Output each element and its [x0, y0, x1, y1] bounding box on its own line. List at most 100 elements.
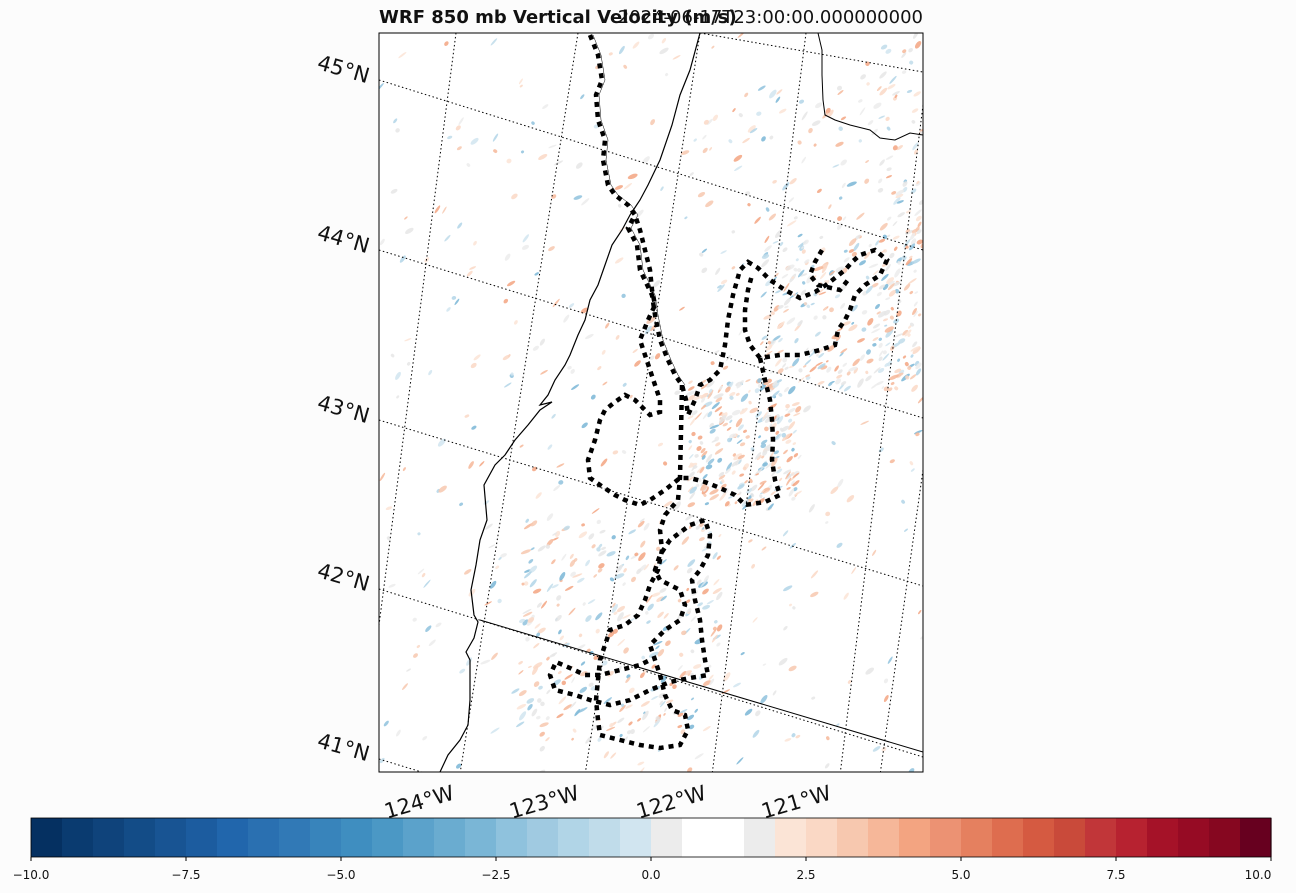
velocity-speckle — [647, 603, 654, 611]
velocity-speckle — [404, 338, 412, 342]
velocity-speckle — [743, 429, 747, 433]
velocity-speckle — [913, 310, 918, 318]
velocity-speckle — [748, 478, 753, 483]
velocity-speckle — [687, 476, 695, 482]
velocity-speckle — [516, 703, 527, 710]
velocity-speckle — [665, 699, 674, 704]
colorbar-swatch — [465, 818, 497, 857]
velocity-speckle — [405, 227, 414, 235]
velocity-speckle — [617, 612, 624, 622]
velocity-speckle — [858, 99, 863, 103]
velocity-speckle — [861, 310, 868, 315]
velocity-speckle — [784, 386, 789, 393]
colorbar-swatch — [341, 818, 373, 857]
velocity-speckle — [480, 659, 491, 665]
lat-line-44 — [379, 249, 923, 419]
velocity-speckle — [458, 117, 464, 126]
velocity-speckle — [755, 411, 762, 418]
velocity-speckle — [520, 150, 525, 154]
velocity-speckle — [839, 352, 844, 357]
velocity-speckle — [513, 320, 518, 325]
velocity-speckle — [659, 47, 669, 55]
velocity-speckle — [901, 255, 907, 261]
velocity-speckle — [736, 757, 744, 765]
velocity-speckle — [905, 245, 909, 249]
velocity-speckle — [714, 406, 723, 413]
velocity-speckle — [817, 363, 826, 370]
velocity-speckle — [701, 248, 708, 253]
velocity-speckle — [553, 485, 561, 491]
velocity-speckle — [684, 216, 688, 220]
velocity-speckle — [593, 574, 597, 578]
colorbar-swatch — [1147, 818, 1179, 857]
velocity-speckle — [837, 478, 844, 488]
velocity-speckle — [775, 290, 782, 294]
velocity-speckle — [643, 522, 650, 531]
velocity-speckle — [901, 52, 907, 58]
velocity-speckle — [901, 70, 907, 74]
velocity-speckle — [856, 212, 865, 220]
velocity-speckle — [801, 111, 808, 121]
velocity-speckle — [679, 652, 684, 657]
lon-line-121 — [839, 104, 923, 772]
velocity-speckle — [837, 216, 843, 222]
velocity-speckle — [679, 709, 688, 714]
velocity-speckle — [859, 107, 866, 116]
velocity-speckle — [471, 425, 477, 430]
velocity-speckle — [876, 86, 882, 92]
velocity-speckle — [775, 96, 781, 103]
velocity-speckle — [715, 267, 721, 276]
velocity-speckle — [639, 518, 645, 523]
velocity-speckle — [607, 670, 614, 677]
velocity-speckle — [804, 359, 812, 366]
velocity-speckle — [546, 583, 554, 592]
velocity-speckle — [519, 711, 527, 721]
velocity-speckle — [698, 537, 705, 542]
velocity-speckle — [735, 392, 740, 396]
velocity-speckle — [649, 355, 655, 360]
velocity-speckle — [843, 592, 849, 600]
velocity-speckle — [598, 550, 607, 557]
velocity-speckle — [580, 307, 589, 314]
velocity-speckle — [417, 568, 425, 575]
velocity-speckle — [726, 462, 733, 472]
velocity-speckle — [425, 625, 432, 632]
velocity-speckle — [739, 473, 745, 477]
velocity-speckle — [872, 343, 877, 347]
velocity-speckle — [739, 442, 746, 447]
velocity-speckle — [705, 464, 713, 470]
velocity-speckle — [762, 462, 768, 467]
velocity-speckle — [522, 608, 532, 614]
velocity-speckle — [789, 178, 797, 185]
velocity-speckle — [611, 535, 616, 540]
velocity-speckle — [878, 284, 886, 290]
velocity-speckle — [660, 186, 664, 191]
velocity-speckle — [709, 424, 720, 430]
colorbar-swatch — [310, 818, 342, 857]
velocity-speckle — [532, 345, 539, 351]
lon-line-122 — [711, 33, 807, 772]
velocity-speckle — [740, 652, 745, 656]
velocity-speckle — [716, 642, 721, 647]
velocity-speckle — [456, 146, 462, 151]
colorbar-swatch — [31, 818, 63, 857]
velocity-speckle — [654, 718, 662, 724]
velocity-speckle — [724, 501, 730, 507]
velocity-speckle — [757, 85, 766, 91]
velocity-speckle — [865, 285, 873, 294]
velocity-speckle — [886, 277, 894, 285]
velocity-speckle — [816, 188, 822, 194]
velocity-speckle — [747, 125, 756, 133]
velocity-speckle — [826, 366, 832, 373]
velocity-speckle — [888, 387, 893, 392]
velocity-speckle — [577, 577, 585, 583]
velocity-speckle — [917, 221, 922, 228]
velocity-speckle — [729, 419, 733, 424]
velocity-speckle — [851, 304, 858, 312]
velocity-speckle — [785, 471, 791, 480]
velocity-speckle — [525, 518, 529, 523]
velocity-speckle — [902, 49, 907, 54]
velocity-speckle — [744, 708, 753, 716]
velocity-speckle — [793, 216, 798, 220]
velocity-speckle — [885, 155, 894, 160]
